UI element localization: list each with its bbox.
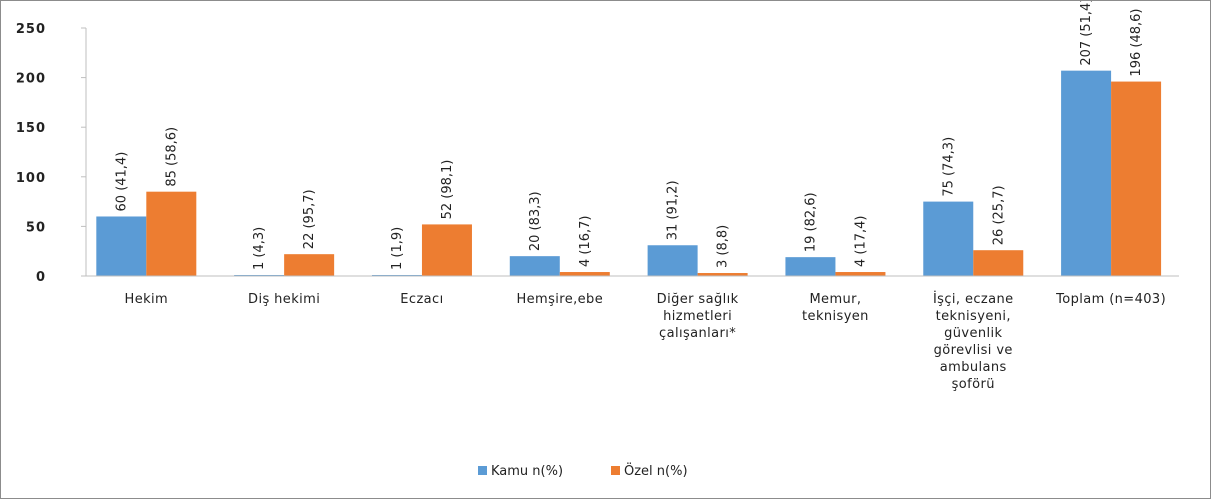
- y-tick-label: 150: [16, 121, 46, 136]
- value-label: 207 (51,4): [1079, 1, 1094, 66]
- bar: [559, 272, 610, 276]
- bar: [509, 256, 560, 276]
- y-tick-label: 50: [26, 220, 46, 235]
- bar: [697, 273, 748, 276]
- value-label: 1 (4,3): [252, 227, 267, 270]
- value-label: 31 (91,2): [666, 180, 681, 240]
- legend-swatch: [611, 466, 620, 475]
- bar: [96, 216, 147, 276]
- y-tick-label: 250: [16, 22, 46, 37]
- bar: [647, 245, 698, 276]
- bar: [835, 272, 886, 276]
- y-tick-label: 200: [16, 72, 46, 87]
- bar: [785, 257, 836, 276]
- value-label: 60 (41,4): [114, 152, 129, 212]
- value-label: 1 (1,9): [390, 227, 405, 270]
- x-tick-label: Eczacı: [400, 292, 444, 307]
- x-tick-label: Memur, teknisyen: [802, 292, 869, 324]
- value-label: 3 (8,8): [716, 225, 731, 268]
- x-tick-label: İşçi, eczane teknisyeni, güvenlik görevl…: [932, 292, 1014, 392]
- value-label: 4 (17,4): [853, 216, 868, 268]
- x-tick-label: Toplam (n=403): [1056, 292, 1167, 307]
- value-label: 20 (83,3): [528, 191, 543, 251]
- x-tick-label: Hekim: [124, 292, 169, 307]
- bar: [1061, 70, 1112, 276]
- bar: [146, 191, 197, 276]
- x-tick-label: Diş hekimi: [248, 292, 321, 307]
- value-label: 52 (98,1): [440, 160, 455, 220]
- y-tick-label: 100: [16, 171, 46, 186]
- value-label: 22 (95,7): [302, 189, 317, 249]
- value-label: 4 (16,7): [578, 216, 593, 268]
- legend-label: Kamu n(%): [491, 464, 563, 479]
- value-label: 196 (48,6): [1129, 9, 1144, 77]
- value-label: 26 (25,7): [991, 185, 1006, 245]
- bar: [923, 201, 974, 276]
- bar: [284, 254, 335, 276]
- bar: [973, 250, 1024, 276]
- value-label: 19 (82,6): [803, 192, 818, 252]
- bar: [1111, 81, 1162, 277]
- legend-swatch: [478, 466, 487, 475]
- y-tick-label: 0: [36, 270, 46, 285]
- x-tick-label: Hemşire,ebe: [516, 292, 604, 307]
- value-label: 75 (74,3): [941, 137, 956, 197]
- legend-label: Özel n(%): [624, 462, 688, 479]
- value-label: 85 (58,6): [164, 127, 179, 187]
- bar: [421, 224, 472, 276]
- x-tick-label: Diğer sağlık hizmetleri çalışanları*: [656, 292, 739, 341]
